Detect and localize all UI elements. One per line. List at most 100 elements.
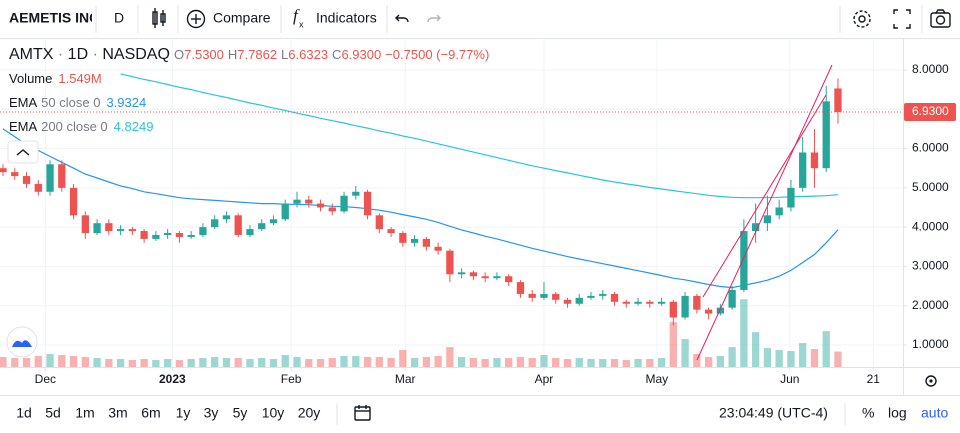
y-tick-label: 6.0000	[912, 141, 949, 155]
period-button[interactable]: 1m	[75, 405, 94, 421]
legend: AMTX · 1D · NASDAQ O7.5300 H7.7862 L6.6323…	[7, 46, 489, 164]
compare-button[interactable]: Compare	[213, 10, 271, 26]
legend-ema200: EMA 200 close 0 4.8249	[9, 119, 153, 134]
candle-body	[728, 289, 736, 308]
candle-body	[799, 152, 807, 188]
trend-line[interactable]	[702, 94, 827, 298]
fullscreen-icon[interactable]	[893, 9, 911, 29]
interval[interactable]: D	[114, 10, 124, 26]
period-button[interactable]: 5y	[233, 405, 248, 421]
y-tick-label: 2.0000	[912, 298, 949, 312]
candle-body	[552, 293, 560, 300]
candle-body	[493, 276, 501, 279]
legend-sep: ·	[88, 46, 102, 63]
clock: 23:04:49 (UTC-4)	[719, 405, 828, 421]
log-toggle[interactable]: log	[888, 405, 907, 421]
volume-bar	[105, 359, 113, 367]
volume-bar	[128, 360, 137, 367]
last-price-label: 6.9300	[912, 104, 949, 118]
volume-bar	[481, 359, 489, 367]
period-button[interactable]: 1d	[16, 405, 32, 421]
y-tick-label: 4.0000	[912, 219, 949, 233]
ema-params: 50 close 0	[41, 95, 100, 110]
candle-body	[152, 234, 160, 239]
collapse-legend[interactable]	[7, 140, 39, 164]
candle-body	[258, 223, 266, 230]
candle-body	[375, 215, 383, 230]
axis-settings[interactable]	[925, 375, 937, 387]
auto-toggle[interactable]: auto	[921, 405, 948, 421]
date-range-icon[interactable]	[354, 405, 371, 421]
period-button[interactable]: 10y	[262, 405, 285, 421]
snapshot-icon[interactable]	[930, 9, 951, 28]
y-tick-label: 1.0000	[912, 337, 949, 351]
volume-bar	[163, 359, 172, 367]
ohlc-key: L	[281, 47, 288, 62]
volume-bar	[246, 359, 254, 367]
candle-body	[222, 215, 231, 220]
candle-body	[81, 215, 89, 234]
volume-bar	[669, 322, 677, 367]
volume-pane	[0, 299, 842, 367]
volume-bar	[469, 358, 478, 367]
volume-bar	[446, 347, 454, 367]
compare-icon[interactable]	[186, 9, 206, 29]
candle-body	[657, 301, 666, 304]
indicators-icon[interactable]: f	[293, 6, 300, 25]
volume-bar	[528, 358, 536, 367]
redo-icon[interactable]	[427, 14, 441, 23]
volume-bar	[563, 359, 572, 367]
volume-bar	[316, 359, 325, 367]
volume-bar	[258, 358, 266, 367]
candle-body	[246, 229, 254, 235]
candle-body	[528, 293, 536, 298]
symbol[interactable]: AEMETIS INC	[9, 10, 99, 26]
candle-body	[163, 233, 172, 235]
period-button[interactable]: 6m	[141, 405, 160, 421]
volume-bar	[34, 356, 42, 367]
candle-body	[446, 250, 454, 275]
candle-body	[422, 238, 431, 247]
volume-bar	[46, 354, 54, 367]
percent-toggle[interactable]: %	[862, 405, 874, 421]
candle-body	[281, 203, 289, 220]
candle-body	[810, 152, 819, 169]
x-tick-label: Feb	[281, 372, 302, 386]
ohlc-key: H	[228, 47, 237, 62]
period-button[interactable]: 3m	[108, 405, 127, 421]
trend-line[interactable]	[696, 64, 833, 361]
period-button[interactable]: 3y	[204, 405, 219, 421]
volume-bar	[328, 358, 336, 367]
candle-body	[293, 199, 301, 204]
candle-body	[634, 301, 642, 304]
period-button[interactable]: 5d	[45, 405, 61, 421]
volume-bar	[599, 359, 607, 367]
candle-body	[11, 172, 19, 177]
period-button[interactable]: 20y	[298, 405, 321, 421]
candle-body	[599, 293, 607, 296]
ema-line	[2, 128, 839, 289]
x-tick-label: Mar	[395, 372, 416, 386]
undo-icon[interactable]	[395, 14, 409, 23]
legend-ema50: EMA 50 close 0 3.9324	[9, 95, 146, 110]
volume-bar	[775, 350, 783, 367]
y-tick-label: 3.0000	[912, 259, 949, 273]
indicators-button[interactable]: Indicators	[316, 10, 377, 26]
logo[interactable]	[6, 326, 38, 358]
x-tick-label: Jun	[780, 372, 799, 386]
legend-sep: ·	[53, 46, 67, 63]
volume-bar	[646, 359, 654, 367]
legend-interval: 1D	[68, 46, 88, 63]
volume-bar	[822, 331, 830, 367]
chart-style-icon[interactable]	[152, 8, 166, 28]
candle-body	[387, 229, 395, 234]
candle-body	[457, 272, 466, 275]
candle-body	[740, 231, 748, 290]
volume-bar	[787, 351, 795, 367]
legend-exchange: NASDAQ	[102, 46, 170, 63]
period-button[interactable]: 1y	[176, 405, 191, 421]
volume-bar	[410, 358, 419, 367]
settings-icon[interactable]	[853, 10, 871, 28]
candle-body	[469, 272, 478, 277]
x-tick-label: 21	[867, 372, 881, 386]
